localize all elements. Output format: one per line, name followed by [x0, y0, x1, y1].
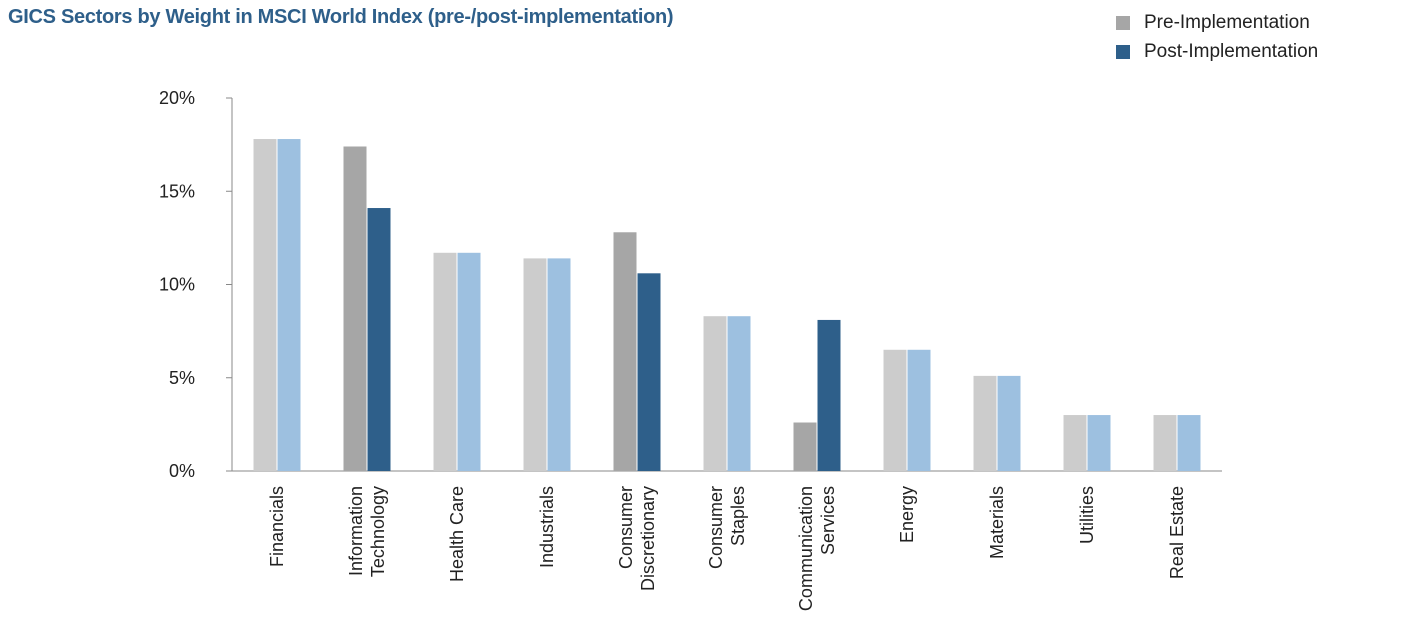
y-ticks: 0% 5% 10% 15% 20%	[159, 88, 232, 481]
bar-post-6	[817, 319, 841, 471]
x-category-label: Real Estate	[1167, 486, 1187, 579]
bar-pre-1	[343, 146, 367, 472]
bar-pre-4	[613, 232, 637, 471]
bar-post-4	[637, 273, 661, 471]
bar-post-10	[1177, 415, 1201, 471]
legend-item-post: Post-Implementation	[1116, 37, 1318, 66]
y-tick-label: 10%	[159, 275, 195, 295]
legend-item-pre: Pre-Implementation	[1116, 8, 1318, 37]
bar-post-2	[457, 252, 481, 471]
bar-post-9	[1087, 415, 1111, 471]
x-category-label: Information Technology	[346, 486, 388, 577]
bar-post-8	[997, 375, 1021, 471]
legend-label-post: Post-Implementation	[1144, 40, 1319, 62]
x-category-label: Materials	[987, 486, 1007, 559]
x-category-label: Industrials	[537, 486, 557, 568]
x-category-label: Utilities	[1077, 486, 1097, 544]
bar-post-0	[277, 139, 301, 471]
x-category-label: Financials	[267, 486, 287, 567]
bar-pre-10	[1153, 415, 1177, 471]
legend: Pre-Implementation Post-Implementation	[1116, 8, 1318, 66]
bar-post-5	[727, 316, 751, 471]
x-category-label: Health Care	[447, 486, 467, 582]
bar-pre-3	[523, 258, 547, 471]
bar-pre-7	[883, 349, 907, 471]
x-category-label: Consumer Discretionary	[616, 486, 658, 591]
bar-pre-8	[973, 375, 997, 471]
x-category-label: Energy	[897, 486, 917, 543]
x-category-label: Communication Services	[796, 486, 838, 611]
x-category-label: Consumer Staples	[706, 486, 748, 569]
legend-label-pre: Pre-Implementation	[1144, 11, 1310, 33]
y-tick-label: 20%	[159, 88, 195, 108]
y-tick-label: 5%	[169, 368, 195, 388]
x-category-labels: Financials Information Technology Health Ca…	[267, 486, 1187, 611]
bars	[253, 139, 1201, 472]
bar-pre-2	[433, 252, 457, 471]
y-tick-label: 15%	[159, 181, 195, 201]
legend-swatch-post	[1116, 44, 1130, 59]
bar-pre-5	[703, 316, 727, 471]
bar-pre-0	[253, 139, 277, 471]
chart-title: GICS Sectors by Weight in MSCI World Ind…	[8, 6, 674, 28]
legend-swatch-pre	[1116, 15, 1130, 30]
bar-post-1	[367, 208, 391, 471]
bar-post-3	[547, 258, 571, 471]
y-tick-label: 0%	[169, 461, 195, 481]
bar-post-7	[907, 349, 931, 471]
bar-pre-6	[793, 422, 817, 471]
bar-pre-9	[1063, 415, 1087, 471]
